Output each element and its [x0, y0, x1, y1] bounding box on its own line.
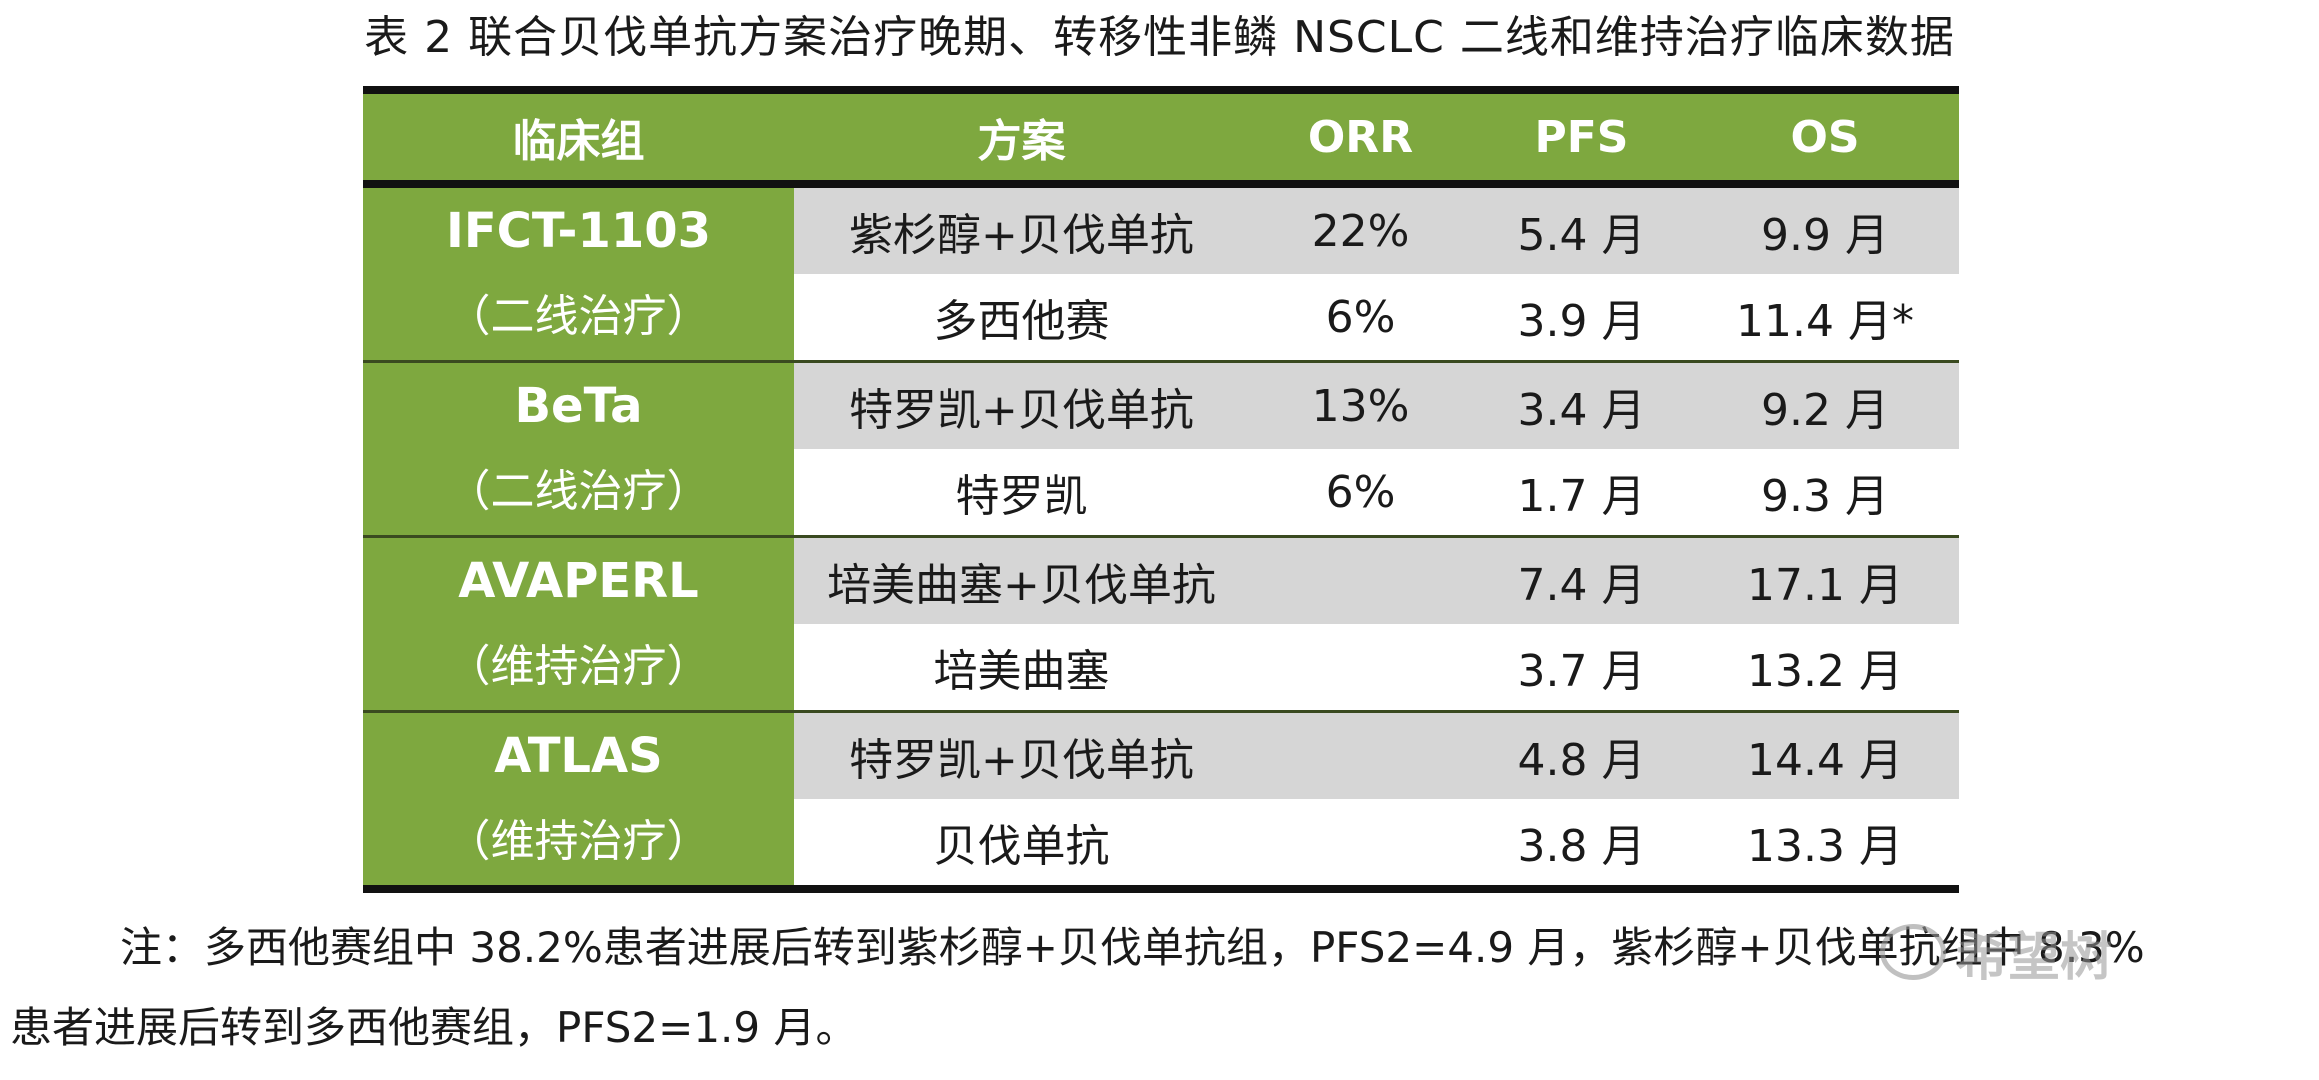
os-cell: 11.4 月* — [1691, 274, 1959, 363]
regimen-cell: 培美曲塞+贝伐单抗 — [794, 536, 1249, 624]
group-treatment-line: （二线治疗） — [446, 291, 711, 342]
wechat-icon — [1880, 924, 1946, 980]
watermark-text: 希望树 — [1956, 927, 2113, 988]
orr-cell — [1249, 798, 1472, 894]
group-name: ATLAS — [494, 728, 663, 784]
group-treatment-line: （维持治疗） — [446, 641, 711, 692]
pfs-cell: 7.4 月 — [1472, 536, 1691, 624]
header-orr: ORR — [1249, 86, 1472, 188]
orr-cell: 22% — [1249, 184, 1472, 274]
regimen-cell: 紫杉醇+贝伐单抗 — [794, 184, 1249, 274]
orr-cell: 13% — [1249, 361, 1472, 449]
group-name: AVAPERL — [458, 553, 699, 609]
table-row: 特罗凯 6% 1.7 月 9.3 月 — [363, 449, 1959, 538]
pfs-cell: 4.8 月 — [1472, 711, 1691, 799]
group-treatment-line: （二线治疗） — [446, 466, 711, 517]
pfs-cell: 3.4 月 — [1472, 361, 1691, 449]
os-cell: 17.1 月 — [1691, 536, 1959, 624]
regimen-cell: 贝伐单抗 — [794, 798, 1249, 894]
os-cell: 13.2 月 — [1691, 624, 1959, 713]
os-cell: 9.3 月 — [1691, 449, 1959, 538]
group-name: IFCT-1103 — [445, 203, 712, 259]
header-pfs: PFS — [1472, 86, 1691, 188]
group-treatment-line: （维持治疗） — [446, 816, 711, 867]
table-row: BeTa （二线治疗） 特罗凯+贝伐单抗 13% 3.4 月 9.2 月 — [363, 361, 1959, 538]
footnote-line-2: 患者进展后转到多西他赛组，PFS2=1.9 月。 — [10, 1003, 858, 1052]
pfs-cell: 3.8 月 — [1472, 798, 1691, 894]
header-regimen: 方案 — [794, 86, 1249, 188]
pfs-cell: 1.7 月 — [1472, 449, 1691, 538]
group-cell: BeTa （二线治疗） — [363, 361, 794, 538]
os-cell: 9.2 月 — [1691, 361, 1959, 449]
table-row: ATLAS （维持治疗） 特罗凯+贝伐单抗 4.8 月 14.4 月 — [363, 711, 1959, 893]
orr-cell — [1249, 711, 1472, 799]
regimen-cell: 培美曲塞 — [794, 624, 1249, 713]
table-footnote: 注：多西他赛组中 38.2%患者进展后转到紫杉醇+贝伐单抗组，PFS2=4.9 … — [0, 908, 2319, 1068]
group-cell: IFCT-1103 （二线治疗） — [363, 184, 794, 363]
orr-cell: 6% — [1249, 274, 1472, 363]
group-cell: ATLAS （维持治疗） — [363, 711, 794, 893]
watermark: 希望树 — [1880, 912, 2180, 992]
regimen-cell: 特罗凯+贝伐单抗 — [794, 361, 1249, 449]
pfs-cell: 3.7 月 — [1472, 624, 1691, 713]
pfs-cell: 5.4 月 — [1472, 184, 1691, 274]
footnote-line-1: 注：多西他赛组中 38.2%患者进展后转到紫杉醇+贝伐单抗组，PFS2=4.9 … — [120, 923, 2145, 972]
table-header-row: 临床组 方案 ORR PFS OS — [363, 86, 1959, 188]
regimen-cell: 多西他赛 — [794, 274, 1249, 363]
regimen-cell: 特罗凯 — [794, 449, 1249, 538]
table-caption: 表 2 联合贝伐单抗方案治疗晚期、转移性非鳞 NSCLC 二线和维持治疗临床数据 — [364, 12, 1955, 63]
table-row: 培美曲塞 3.7 月 13.2 月 — [363, 624, 1959, 713]
header-clinical-group: 临床组 — [363, 86, 794, 188]
table-row: 贝伐单抗 3.8 月 13.3 月 — [363, 798, 1959, 894]
os-cell: 9.9 月 — [1691, 184, 1959, 274]
orr-cell — [1249, 536, 1472, 624]
table-row: AVAPERL （维持治疗） 培美曲塞+贝伐单抗 7.4 月 17.1 月 — [363, 536, 1959, 713]
group-cell: AVAPERL （维持治疗） — [363, 536, 794, 713]
regimen-cell: 特罗凯+贝伐单抗 — [794, 711, 1249, 799]
pfs-cell: 3.9 月 — [1472, 274, 1691, 363]
os-cell: 13.3 月 — [1691, 798, 1959, 894]
clinical-data-table: 临床组 方案 ORR PFS OS IFCT-1103 （二线治疗） 紫杉醇+贝… — [363, 86, 1959, 894]
clinical-data-table-container: 临床组 方案 ORR PFS OS IFCT-1103 （二线治疗） 紫杉醇+贝… — [363, 86, 1959, 894]
table-row: 多西他赛 6% 3.9 月 11.4 月* — [363, 274, 1959, 363]
group-name: BeTa — [514, 378, 643, 434]
orr-cell: 6% — [1249, 449, 1472, 538]
header-os: OS — [1691, 86, 1959, 188]
os-cell: 14.4 月 — [1691, 711, 1959, 799]
orr-cell — [1249, 624, 1472, 713]
table-row: IFCT-1103 （二线治疗） 紫杉醇+贝伐单抗 22% 5.4 月 9.9 … — [363, 184, 1959, 363]
